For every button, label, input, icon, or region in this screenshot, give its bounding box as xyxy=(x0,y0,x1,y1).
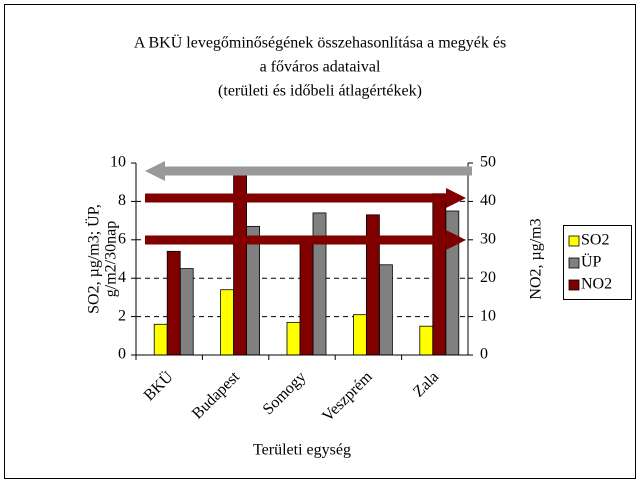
y-tick-label: 2 xyxy=(118,307,126,324)
bar xyxy=(312,212,327,356)
arrow-head xyxy=(446,188,466,208)
y2-tick-label: 50 xyxy=(480,154,496,171)
legend-label: SO2 xyxy=(581,232,609,249)
y2-tick-label: 10 xyxy=(480,307,496,324)
y-tick-label: 10 xyxy=(110,154,126,171)
bar xyxy=(246,225,261,356)
bar xyxy=(166,250,181,356)
y-tick-label: 6 xyxy=(118,230,126,247)
chart-title: A BKÜ levegőminőségének összehasonlítása… xyxy=(134,34,506,52)
y2-axis-label: NO2, µg/m3 xyxy=(528,218,545,299)
arrow-head xyxy=(446,230,466,250)
bar xyxy=(286,321,301,356)
legend-label: ÜP xyxy=(581,253,602,271)
y2-tick-label: 0 xyxy=(480,346,488,363)
bar xyxy=(378,264,393,356)
bar xyxy=(299,243,314,356)
legend-swatch xyxy=(568,279,580,291)
y2-tick-label: 30 xyxy=(480,230,496,247)
y-tick-label: 8 xyxy=(118,192,126,209)
y-axis-label: g/m2/30nap xyxy=(103,221,120,297)
bar xyxy=(220,289,235,356)
arrow-head xyxy=(145,161,165,181)
legend-swatch xyxy=(568,235,580,247)
y-tick-label: 4 xyxy=(118,269,126,286)
bar xyxy=(153,323,168,356)
chart-title: (területi és időbeli átlagértékek) xyxy=(218,83,422,100)
legend-swatch xyxy=(568,257,580,269)
bar xyxy=(179,268,194,356)
y2-tick-label: 40 xyxy=(480,192,496,209)
legend-label: NO2 xyxy=(581,276,612,293)
bar xyxy=(419,325,434,356)
chart-title: a főváros adataival xyxy=(260,59,381,76)
y-tick-label: 0 xyxy=(118,346,126,363)
y-axis-label: SO2, µg/m3; ÜP, xyxy=(85,204,103,314)
y2-tick-label: 20 xyxy=(480,269,496,286)
bar xyxy=(432,193,447,356)
bar xyxy=(352,314,367,356)
x-axis-label: Területi egység xyxy=(253,442,351,459)
